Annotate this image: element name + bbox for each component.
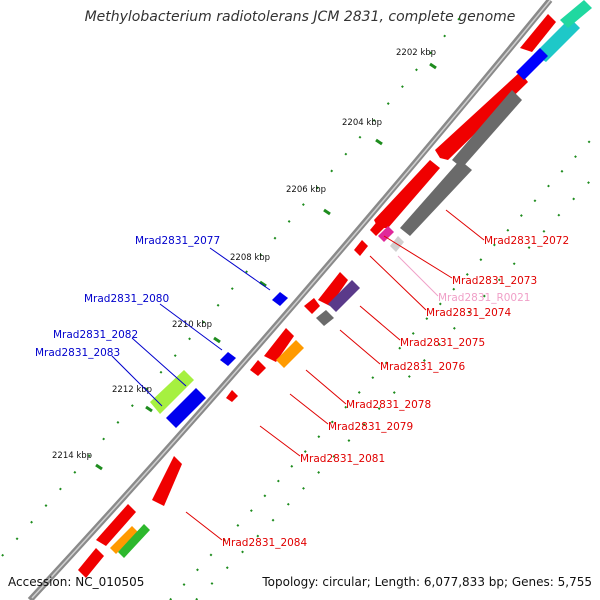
bar-top-blue [516,48,548,80]
backbone-highlight [31,0,552,599]
outer-dotted-ring [1,7,469,557]
gene-2082-green [150,370,194,414]
label-2077: Mrad2831_2077 [135,235,220,247]
label-2080: Mrad2831_2080 [84,293,169,305]
bar-2076-gray [316,310,334,326]
gene-2085 [78,548,104,578]
tick-label-2206: 2206 kbp [286,185,326,195]
tick-label-2202: 2202 kbp [396,48,436,58]
tick-labels: 2202 kbp 2204 kbp 2206 kbp 2208 kbp 2210… [52,48,436,461]
bar-2084-green [118,524,150,558]
tick-2210 [213,336,221,344]
gene-2073 [370,218,386,236]
label-2081: Mrad2831_2081 [300,453,385,465]
label-2075: Mrad2831_2075 [400,337,485,349]
map-title: Methylobacterium radiotolerans JCM 2831,… [84,9,516,25]
gene-2084b [96,504,136,546]
tick-label-2210: 2210 kbp [172,320,212,330]
label-2072: Mrad2831_2072 [484,235,569,247]
label-2074: Mrad2831_2074 [426,307,511,319]
label-2082: Mrad2831_2082 [53,329,138,341]
tick-label-2214: 2214 kbp [52,451,92,461]
gene-2084a [152,456,182,506]
gene-2080 [220,352,236,366]
gene-2081 [226,390,238,402]
gene-2071 [435,72,528,160]
bar-2084-orange [110,526,138,554]
gene-2075 [318,272,348,306]
gene-2078 [264,328,294,362]
tick-2214 [95,463,103,471]
bar-2078-orange [276,340,304,368]
bar-2075-purple [328,280,360,312]
tick-label-2204: 2204 kbp [342,118,382,128]
bar-top-cyan [534,18,580,62]
tick-marks [95,62,437,471]
gene-labels: Mrad2831_2072 Mrad2831_2073 Mrad2831_R00… [35,235,569,549]
tick-2204 [375,138,383,146]
gene-2076 [304,298,320,314]
gene-2072 [374,160,440,228]
label-2083: Mrad2831_2083 [35,347,120,359]
forward-strand-features [150,292,288,428]
gene-2079 [250,360,266,376]
tick-2202 [429,62,437,70]
topology-summary: Topology: circular; Length: 6,077,833 bp… [262,575,592,589]
label-2079: Mrad2831_2079 [328,421,413,433]
outer-feature-bars [110,0,592,558]
tick-2208 [259,280,267,288]
bar-top-teal [560,0,592,28]
callout-lines [111,209,485,541]
gene-top [520,14,556,52]
gene-2082 [166,388,206,428]
label-2073: Mrad2831_2073 [452,275,537,287]
label-R0021: Mrad2831_R0021 [438,292,530,304]
gene-2077 [272,292,288,306]
rna-pink [378,226,394,242]
bar-2071-gray [452,90,522,168]
label-2084: Mrad2831_2084 [222,537,307,549]
label-2078: Mrad2831_2078 [346,399,431,411]
tick-2206 [323,208,331,216]
bar-2072-gray [400,160,472,236]
label-2076: Mrad2831_2076 [380,361,465,373]
tick-label-2208: 2208 kbp [230,253,270,263]
gene-2074 [354,240,368,256]
tick-2212 [145,405,153,413]
reverse-strand-features [78,14,556,578]
tick-label-2212: 2212 kbp [112,385,152,395]
accession-text: Accession: NC_010505 [8,575,145,589]
gc-dotted-ring [195,169,600,600]
